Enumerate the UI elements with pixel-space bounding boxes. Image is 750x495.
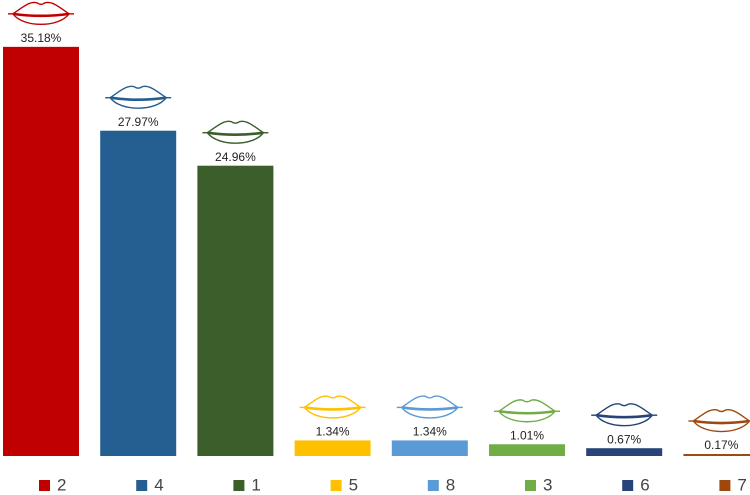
value-label: 0.67% — [607, 432, 641, 446]
value-label: 1.34% — [316, 425, 350, 439]
legend-swatch — [39, 480, 50, 491]
lips-middle — [110, 96, 167, 102]
lips-icon — [202, 120, 269, 144]
legend-swatch — [525, 480, 536, 491]
lips-middle — [12, 12, 70, 18]
legend-text: 2 — [57, 475, 66, 494]
lips-icon — [299, 395, 366, 419]
legend-text: 3 — [543, 475, 552, 494]
legend-text: 4 — [154, 475, 163, 494]
lips-middle — [207, 131, 264, 137]
lips-upper — [109, 85, 167, 99]
lips-middle — [304, 406, 361, 411]
lips-middle — [401, 406, 458, 411]
value-label: 1.01% — [510, 428, 544, 442]
lips-icon — [8, 1, 74, 25]
legend-text: 7 — [737, 475, 746, 494]
legend-text: 1 — [251, 475, 260, 494]
legend-swatch — [427, 480, 439, 491]
bar — [391, 440, 468, 456]
lips-upper — [12, 1, 70, 15]
value-label: 35.18% — [21, 31, 62, 45]
legend-text: 5 — [349, 475, 358, 494]
lips-icon — [396, 395, 463, 419]
lips-upper — [595, 403, 653, 416]
lips-middle — [596, 413, 653, 419]
bar — [294, 440, 371, 456]
value-label: 0.17% — [704, 438, 738, 452]
lips-upper — [498, 399, 556, 412]
bar — [100, 130, 177, 456]
legend-swatch — [136, 480, 148, 491]
legend-text: 8 — [446, 475, 455, 494]
value-label: 24.96% — [215, 150, 256, 164]
lips-icon — [105, 85, 172, 109]
lips-upper — [401, 395, 459, 408]
legend-swatch — [233, 480, 245, 491]
bar — [489, 444, 565, 456]
lips-middle — [693, 419, 750, 425]
legend-swatch — [719, 480, 731, 491]
legend-text: 6 — [640, 475, 649, 494]
lips-upper — [692, 408, 750, 422]
value-label: 1.34% — [413, 425, 447, 439]
lips-icon — [591, 403, 658, 427]
lips-icon — [494, 399, 560, 423]
legend-swatch — [622, 480, 634, 491]
lips-upper — [304, 395, 362, 408]
lips-icon — [688, 408, 750, 433]
bar — [3, 46, 79, 457]
legend-swatch — [330, 480, 342, 491]
bar — [683, 454, 750, 456]
value-label: 27.97% — [118, 115, 159, 129]
lips-middle — [498, 409, 556, 415]
bar — [197, 165, 274, 456]
lips-upper — [206, 120, 264, 134]
bar — [586, 448, 663, 456]
